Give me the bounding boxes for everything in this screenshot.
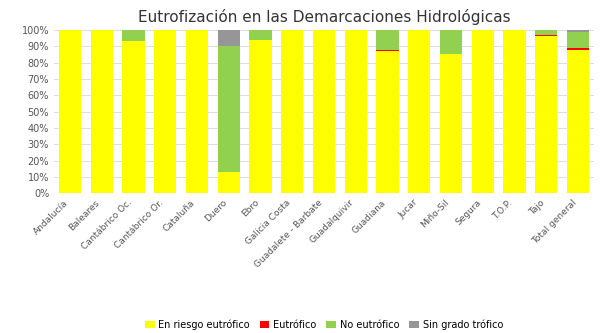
Bar (535, 37, 557, 193)
Bar (408, 30, 430, 193)
Bar (91, 30, 113, 193)
Bar (59, 30, 81, 193)
Legend: En riesgo eutrófico, Eutrófico, No eutrófico, Sin grado trófico: En riesgo eutrófico, Eutrófico, No eutró… (141, 315, 507, 333)
Bar (535, 35, 557, 37)
Bar (535, 30, 557, 35)
Bar (567, 30, 589, 32)
Bar (344, 30, 367, 193)
Bar (376, 51, 398, 193)
Bar (376, 50, 398, 51)
Bar (567, 48, 589, 50)
Bar (122, 30, 145, 41)
Bar (567, 50, 589, 193)
Bar (218, 172, 240, 193)
Bar (567, 32, 589, 48)
Bar (472, 30, 494, 193)
Bar (281, 30, 304, 193)
Title: Eutrofización en las Demarcaciones Hidrológicas: Eutrofización en las Demarcaciones Hidro… (137, 9, 511, 25)
Bar (503, 30, 526, 193)
Bar (250, 30, 272, 40)
Bar (218, 30, 240, 46)
Bar (313, 30, 335, 193)
Bar (250, 40, 272, 193)
Bar (154, 30, 176, 193)
Bar (122, 41, 145, 193)
Bar (440, 54, 462, 193)
Bar (218, 46, 240, 172)
Bar (440, 30, 462, 54)
Bar (376, 30, 398, 50)
Bar (186, 30, 208, 193)
